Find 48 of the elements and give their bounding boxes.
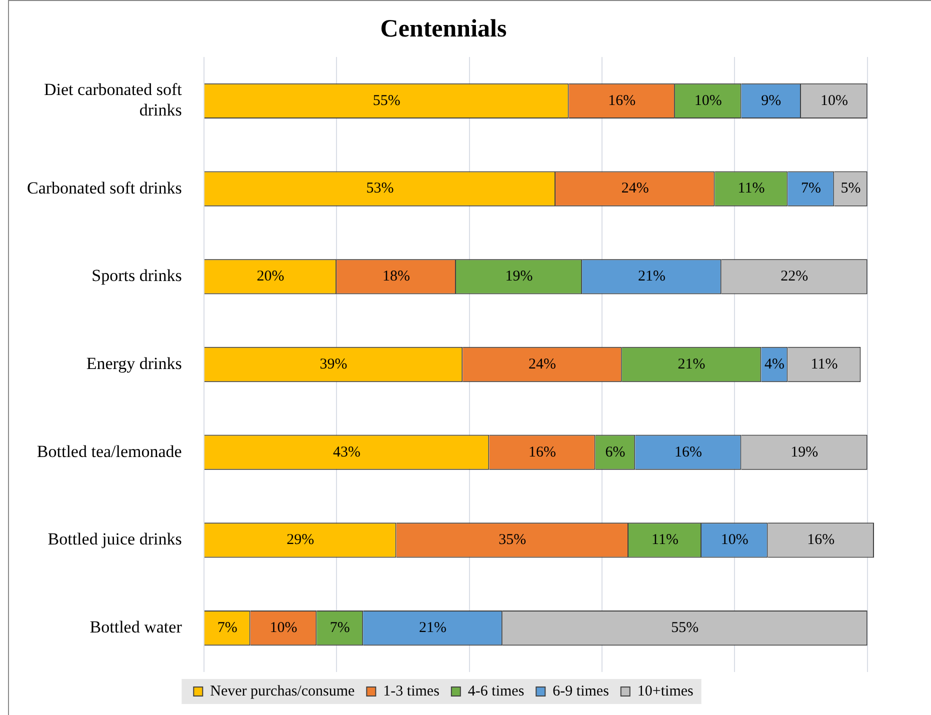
- data-label: 55%: [372, 92, 400, 109]
- y-tick-label: Bottled water: [90, 618, 182, 637]
- data-label: 39%: [320, 356, 348, 372]
- chart-title: Centennials: [380, 15, 507, 42]
- legend-label: 4-6 times: [468, 683, 524, 700]
- data-label: 19%: [790, 444, 818, 460]
- data-label: 11%: [652, 532, 678, 548]
- y-tick-label: Bottled juice drinks: [48, 530, 182, 549]
- y-tick-label: Diet carbonated soft drinks: [44, 80, 182, 120]
- data-label: 10%: [720, 532, 748, 548]
- data-label: 21%: [678, 356, 706, 372]
- legend-label: 10+times: [637, 683, 694, 700]
- legend-label: 1-3 times: [383, 683, 440, 700]
- data-label: 16%: [807, 532, 835, 548]
- y-tick-label: Carbonated soft drinks: [27, 178, 182, 198]
- data-label: 9%: [761, 92, 782, 109]
- data-label: 29%: [286, 532, 314, 548]
- data-label: 10%: [694, 92, 722, 109]
- data-label: 20%: [256, 268, 284, 285]
- data-label: 21%: [638, 268, 666, 285]
- legend-label: Never purchas/consume: [210, 683, 356, 700]
- data-label: 53%: [366, 180, 394, 197]
- data-label: 10%: [270, 620, 298, 636]
- data-label: 21%: [419, 620, 447, 636]
- data-label: 16%: [528, 444, 556, 460]
- data-label: 6%: [605, 444, 626, 460]
- y-tick-label: Energy drinks: [86, 354, 182, 373]
- data-label: 43%: [333, 444, 361, 460]
- data-label: 24%: [621, 180, 649, 197]
- data-label: 24%: [528, 356, 556, 372]
- data-label: 16%: [674, 444, 702, 460]
- legend-label: 6-9 times: [552, 683, 610, 700]
- y-tick-label: Sports drinks: [92, 266, 182, 286]
- data-label: 4%: [764, 356, 784, 372]
- data-label: 7%: [800, 180, 821, 197]
- data-label: 5%: [840, 180, 861, 197]
- data-label: 7%: [330, 620, 350, 636]
- data-label: 35%: [498, 532, 526, 548]
- data-label: 55%: [671, 620, 699, 636]
- data-label: 11%: [810, 356, 838, 372]
- data-label: 19%: [505, 268, 533, 285]
- data-label: 11%: [738, 180, 765, 197]
- data-label: 7%: [217, 620, 238, 636]
- data-label: 22%: [780, 268, 808, 285]
- data-label: 16%: [608, 92, 636, 109]
- data-label: 10%: [820, 92, 848, 109]
- data-label: 18%: [382, 268, 410, 285]
- y-tick-label: Bottled tea/lemonade: [36, 442, 182, 461]
